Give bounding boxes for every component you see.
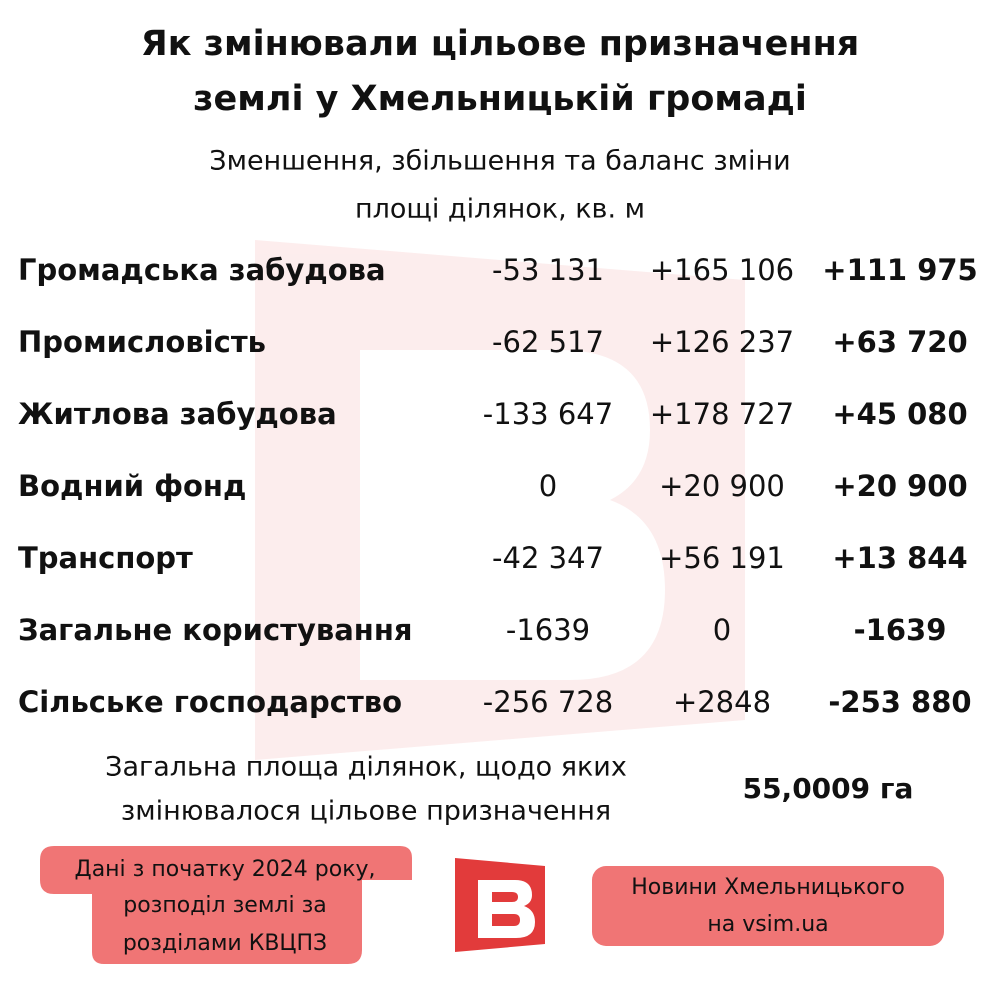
decrease: -1639 bbox=[506, 613, 590, 647]
balance: +111 975 bbox=[822, 253, 977, 287]
content: Як змінювали цільове призначення землі у… bbox=[18, 24, 978, 964]
subtitle: площі ділянок, кв. м bbox=[355, 194, 645, 225]
note: розділами КВЦПЗ bbox=[123, 931, 327, 956]
increase: 0 bbox=[713, 613, 731, 647]
balance: +20 900 bbox=[832, 469, 967, 503]
increase: +56 191 bbox=[659, 541, 785, 575]
balance: +13 844 bbox=[832, 541, 967, 575]
balance: -1639 bbox=[854, 613, 947, 647]
row-label: Загальне користування bbox=[18, 613, 412, 647]
increase: +2848 bbox=[673, 685, 771, 719]
source: Новини Хмельницького bbox=[631, 875, 905, 900]
increase: +20 900 bbox=[659, 469, 785, 503]
logo bbox=[455, 858, 545, 952]
balance: -253 880 bbox=[828, 685, 971, 719]
watermark bbox=[255, 240, 745, 760]
source-box bbox=[592, 866, 944, 946]
subtitle: Зменшення, збільшення та баланс зміни bbox=[209, 146, 790, 177]
balance: +63 720 bbox=[832, 325, 967, 359]
increase: +126 237 bbox=[650, 325, 794, 359]
decrease: -42 347 bbox=[492, 541, 604, 575]
row-label: Транспорт bbox=[18, 541, 193, 575]
note: Дані з початку 2024 року, bbox=[75, 857, 376, 882]
total-label: Загальна площа ділянок, щодо яких bbox=[105, 752, 627, 783]
total-value: 55,0009 га bbox=[743, 772, 914, 805]
decrease: -133 647 bbox=[483, 397, 613, 431]
row-label: Житлова забудова bbox=[18, 397, 337, 431]
decrease: -53 131 bbox=[492, 253, 604, 287]
row-label: Промисловість bbox=[18, 325, 266, 359]
row-label: Сільське господарство bbox=[18, 685, 402, 719]
row-label: Громадська забудова bbox=[18, 253, 386, 287]
decrease: 0 bbox=[539, 469, 557, 503]
title: землі у Хмельницькій громаді bbox=[193, 79, 807, 119]
row-label: Водний фонд bbox=[18, 469, 246, 503]
decrease: -256 728 bbox=[483, 685, 613, 719]
source: на vsim.ua bbox=[707, 912, 828, 937]
note-box bbox=[40, 846, 412, 964]
increase: +178 727 bbox=[650, 397, 794, 431]
balance: +45 080 bbox=[832, 397, 967, 431]
note: розподіл землі за bbox=[123, 893, 327, 918]
increase: +165 106 bbox=[650, 253, 794, 287]
title: Як змінювали цільове призначення bbox=[141, 24, 859, 64]
total-label: змінювалося цільове призначення bbox=[121, 796, 611, 827]
decrease: -62 517 bbox=[492, 325, 604, 359]
